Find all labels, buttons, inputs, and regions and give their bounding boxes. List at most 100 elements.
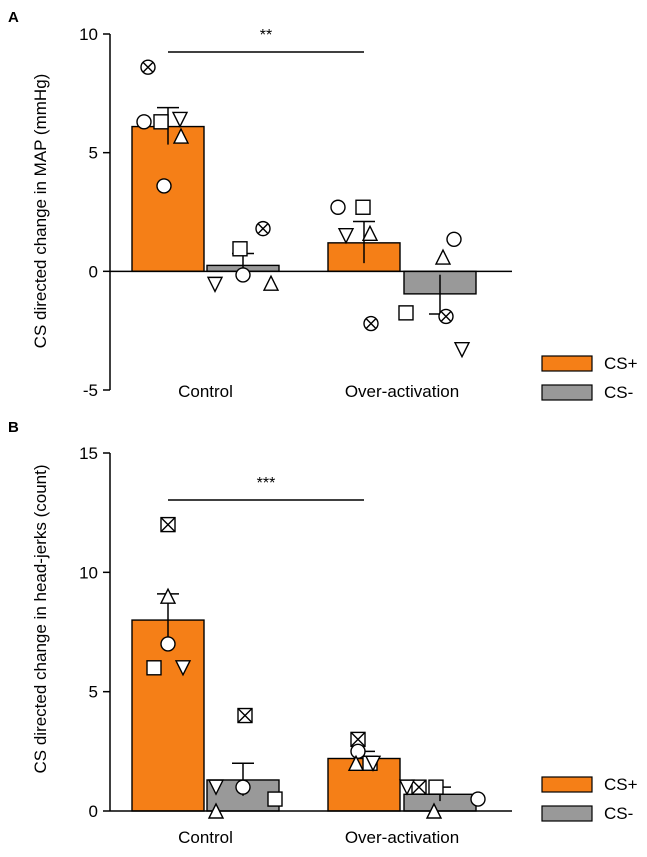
legend-label-cs-minus-b: CS- — [604, 804, 633, 823]
data-point — [172, 127, 190, 144]
data-point — [171, 111, 189, 129]
data-point — [470, 791, 486, 807]
panel-b: B CS directed change in head-jerks (coun… — [8, 419, 638, 847]
panel-label-b: B — [8, 419, 19, 436]
data-point-shape — [425, 802, 443, 819]
y-tick-label: 5 — [89, 144, 98, 163]
y-tick-label: 15 — [79, 444, 98, 463]
legend-swatch-cs-plus-a — [541, 355, 593, 372]
data-point — [411, 779, 427, 795]
significance-label: *** — [257, 475, 276, 492]
data-point — [398, 305, 414, 321]
data-point-shape — [207, 802, 225, 819]
data-point-cross — [142, 61, 154, 73]
legend-label-cs-plus-a: CS+ — [604, 354, 638, 373]
bar-csplus-0 — [131, 619, 205, 812]
plot-area-a: -5 0 5 10 Control Over-activation ** — [79, 25, 512, 401]
data-point-shape — [398, 779, 416, 796]
data-point-shape — [470, 791, 486, 807]
legend-label-cs-plus-b: CS+ — [604, 775, 638, 794]
data-point-shape — [160, 636, 176, 652]
data-point — [364, 755, 382, 772]
data-point-cross — [257, 223, 269, 235]
data-point — [350, 743, 366, 760]
panel-a: A CS directed change in MAP (mmHg) -5 0 5 1… — [8, 9, 638, 402]
x-category-label: Control — [178, 382, 233, 401]
data-point-shape — [355, 199, 371, 215]
data-point — [262, 274, 280, 291]
data-point — [174, 660, 192, 677]
panel-label-a: A — [8, 9, 19, 26]
data-point-shape — [446, 231, 462, 247]
data-point — [425, 802, 443, 819]
data-point-shape — [235, 779, 251, 795]
data-point — [153, 114, 169, 130]
data-point — [159, 587, 177, 604]
data-point-shape — [361, 224, 379, 242]
y-axis-label-a: CS directed change in MAP (mmHg) — [31, 74, 50, 349]
data-point-shape — [235, 267, 251, 283]
data-point-shape — [156, 178, 172, 194]
y-tick-label: 10 — [79, 25, 98, 44]
data-point-cross — [350, 731, 366, 747]
data-point — [207, 779, 225, 796]
data-point-shape — [207, 779, 225, 796]
legend-swatch-cs-plus-b — [541, 776, 593, 793]
y-tick-label: 0 — [89, 262, 98, 281]
legend-a: CS+ CS- — [541, 354, 638, 402]
bar-csplus-0 — [131, 125, 205, 273]
data-point — [207, 802, 225, 819]
y-tick-label: -5 — [83, 381, 98, 400]
data-point — [453, 341, 471, 359]
data-point-shape — [136, 114, 152, 130]
data-point — [355, 199, 371, 215]
x-category-label: Over-activation — [345, 382, 459, 401]
legend-swatch-cs-minus-a — [541, 384, 593, 401]
data-point-cross — [365, 318, 377, 329]
x-category-label: Over-activation — [345, 828, 459, 847]
data-point — [446, 231, 462, 247]
data-point — [438, 308, 454, 325]
data-point-shape — [171, 111, 189, 129]
data-point — [235, 779, 251, 795]
data-point — [232, 241, 248, 257]
data-point — [361, 224, 379, 242]
data-point-shape — [262, 274, 280, 291]
data-point-shape — [428, 779, 444, 795]
data-point-shape — [337, 228, 355, 245]
x-category-label: Control — [178, 828, 233, 847]
data-point — [330, 199, 346, 215]
data-point-cross — [440, 311, 452, 322]
data-point — [428, 779, 444, 795]
data-point-shape — [172, 127, 190, 144]
data-point-shape — [434, 248, 452, 265]
data-point — [434, 248, 452, 265]
data-point — [160, 636, 176, 652]
data-point-cross — [160, 517, 176, 533]
legend-b: CS+ CS- — [541, 775, 638, 823]
data-point — [136, 114, 152, 130]
data-point — [160, 516, 176, 533]
data-point-shape — [453, 341, 471, 359]
data-point — [363, 315, 379, 332]
data-point-shape — [159, 587, 177, 604]
data-point-shape — [267, 791, 283, 807]
data-point-shape — [330, 199, 346, 215]
data-point-shape — [232, 241, 248, 257]
data-point — [255, 220, 271, 237]
legend-label-cs-minus-a: CS- — [604, 383, 633, 402]
y-tick-label: 0 — [89, 802, 98, 821]
data-point — [156, 178, 172, 194]
significance-label: ** — [260, 27, 272, 44]
data-point-shape — [206, 276, 224, 293]
data-point — [140, 59, 156, 75]
data-point — [267, 791, 283, 807]
legend-swatch-cs-minus-b — [541, 805, 593, 822]
y-tick-label: 5 — [89, 683, 98, 702]
data-point-shape — [146, 660, 162, 676]
data-point-shape — [153, 114, 169, 130]
data-point — [146, 660, 162, 676]
data-point — [347, 754, 365, 771]
data-point-shape — [398, 305, 414, 321]
